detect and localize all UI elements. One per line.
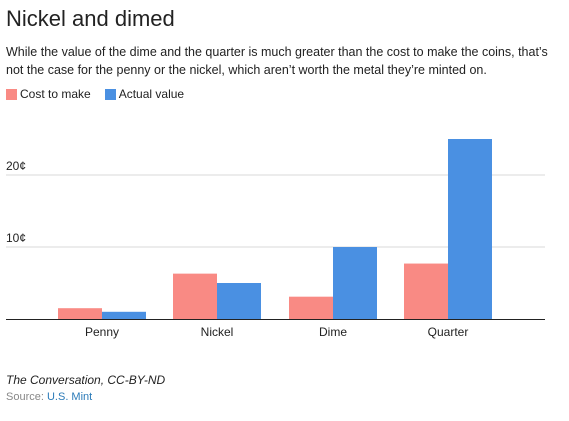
label-layer: 10¢ 20¢ Penny Nickel Dime Quarter — [6, 159, 468, 339]
legend-label-value: Actual value — [118, 87, 185, 101]
bar-value-penny — [102, 311, 146, 319]
chart-subtitle: While the value of the dime and the quar… — [6, 45, 548, 77]
bar-value-quarter — [448, 139, 492, 319]
bar-value-nickel — [217, 283, 261, 319]
credit-text: The Conversation, CC-BY-ND — [6, 373, 166, 387]
legend-swatch-cost — [6, 88, 17, 100]
x-category-label: Quarter — [428, 325, 469, 339]
source-line: Source: U.S. Mint — [6, 391, 92, 403]
x-category-label: Penny — [85, 325, 119, 339]
bar-cost-penny — [58, 308, 102, 319]
legend-item-cost: Cost to make — [6, 87, 91, 101]
x-category-label: Nickel — [201, 325, 234, 339]
x-category-label: Dime — [319, 325, 347, 339]
bar-cost-dime — [289, 296, 333, 319]
bar-layer — [58, 139, 492, 319]
source-label: Source: — [6, 391, 44, 403]
y-tick-label: 20¢ — [6, 159, 26, 173]
source-link[interactable]: U.S. Mint — [46, 391, 93, 403]
chart-title: Nickel and dimed — [6, 6, 175, 31]
legend-label-cost: Cost to make — [20, 87, 91, 101]
y-tick-label: 10¢ — [6, 231, 26, 245]
bar-chart: 10¢ 20¢ Penny Nickel Dime Quarter — [6, 139, 545, 339]
legend-item-value: Actual value — [104, 87, 185, 101]
bar-value-dime — [333, 247, 377, 319]
legend: Cost to make Actual value — [6, 87, 198, 101]
legend-swatch-value — [104, 88, 116, 100]
bar-cost-nickel — [173, 273, 217, 319]
bar-cost-quarter — [404, 263, 448, 319]
